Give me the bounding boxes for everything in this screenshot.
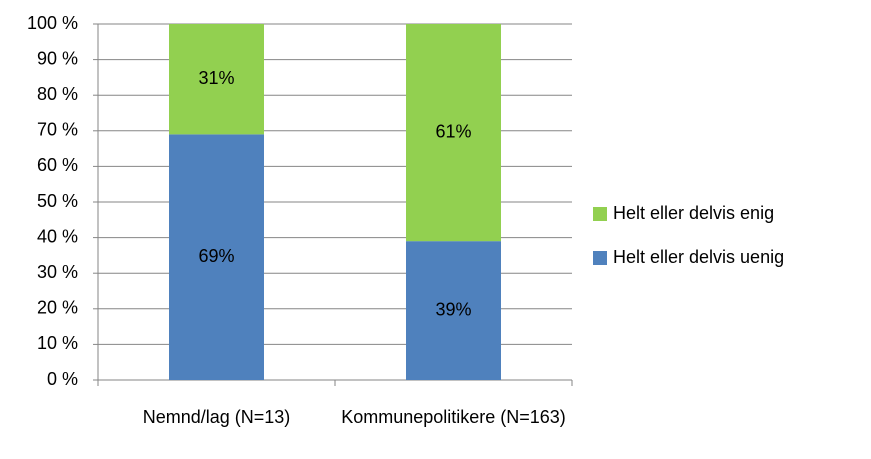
y-tick-label: 30 % <box>37 262 78 282</box>
legend-label: Helt eller delvis uenig <box>613 247 784 267</box>
y-tick-label: 60 % <box>37 155 78 175</box>
y-tick-label: 90 % <box>37 48 78 68</box>
y-tick-label: 70 % <box>37 120 78 140</box>
data-label: 39% <box>435 299 471 319</box>
y-tick-label: 0 % <box>47 369 78 389</box>
legend-label: Helt eller delvis enig <box>613 203 774 223</box>
bar-segment <box>169 24 264 135</box>
data-label: 31% <box>198 68 234 88</box>
data-label: 61% <box>435 121 471 141</box>
y-tick-label: 50 % <box>37 191 78 211</box>
x-tick-label: Kommunepolitikere (N=163) <box>341 407 566 427</box>
y-tick-label: 40 % <box>37 226 78 246</box>
bar-segment <box>406 241 501 380</box>
legend-swatch <box>593 251 607 265</box>
y-tick-label: 100 % <box>27 13 78 33</box>
y-tick-label: 10 % <box>37 333 78 353</box>
x-tick-label: Nemnd/lag (N=13) <box>142 407 291 427</box>
data-label: 69% <box>198 246 234 266</box>
y-tick-label: 80 % <box>37 84 78 104</box>
legend-swatch <box>593 207 607 221</box>
y-tick-label: 20 % <box>37 298 78 318</box>
bar-segment <box>406 24 501 242</box>
bar-segment <box>169 134 264 380</box>
